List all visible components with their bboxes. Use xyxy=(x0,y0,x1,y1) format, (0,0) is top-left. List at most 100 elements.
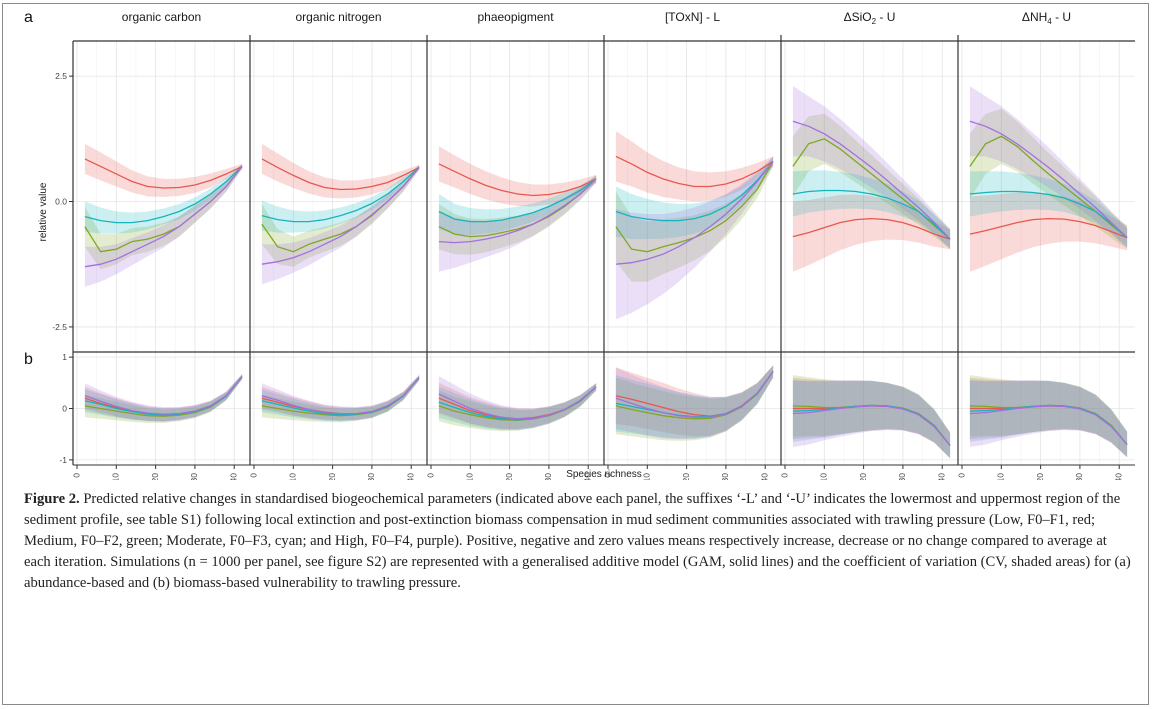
a-panel-5-marks xyxy=(969,86,1128,272)
row-label-b: b xyxy=(24,351,33,368)
ribbon-low xyxy=(615,365,774,437)
b-y-tick-label: 1 xyxy=(62,352,67,362)
line-moderate xyxy=(261,166,420,223)
ribbon-low xyxy=(615,131,774,202)
line-high xyxy=(438,178,597,244)
ribbon-low xyxy=(438,146,597,207)
a-panel-3-marks xyxy=(615,131,774,320)
x-tick-label: 20 xyxy=(504,473,514,480)
x-tick-label: 0 xyxy=(248,473,258,478)
a-panel-4-bg xyxy=(781,41,958,352)
line-high xyxy=(261,166,420,265)
line-low xyxy=(438,163,597,197)
ribbon-medium xyxy=(792,113,951,250)
ribbon-moderate xyxy=(438,175,597,236)
line-moderate xyxy=(615,160,774,222)
line-high xyxy=(969,120,1128,239)
ribbon-low xyxy=(969,192,1128,272)
panel-title-suffix: - U xyxy=(876,10,895,24)
panel-title: ΔSiO2 - U xyxy=(844,10,896,26)
ribbon-moderate xyxy=(792,170,951,249)
x-tick-label: 30 xyxy=(1074,473,1084,480)
x-tick-label: 20 xyxy=(681,473,691,480)
x-tick-label: 10 xyxy=(111,473,121,480)
a-panel-2-bg xyxy=(427,41,604,352)
x-tick-label: 40 xyxy=(1113,473,1123,480)
line-moderate xyxy=(969,190,1128,239)
line-low xyxy=(792,217,951,240)
figure-caption: Figure 2. Predicted relative changes in … xyxy=(24,489,1134,594)
line-low xyxy=(969,217,1128,239)
x-tick-label: 40 xyxy=(759,473,769,480)
panel-title-text: ΔNH xyxy=(1022,10,1047,24)
x-tick-label: 10 xyxy=(288,473,298,480)
b-panel-4-marks xyxy=(792,375,951,459)
a-panel-3-bg xyxy=(604,41,781,352)
ribbon-medium xyxy=(261,375,420,423)
x-tick-label: 20 xyxy=(327,473,337,480)
panel-title-text: [TOxN] - L xyxy=(665,10,720,24)
x-tick-label: 0 xyxy=(602,473,612,478)
ribbon-moderate xyxy=(792,380,951,459)
panel-title: ΔNH4 - U xyxy=(1022,10,1071,26)
line-high xyxy=(84,165,243,268)
x-axis-title: Species richness xyxy=(566,469,642,480)
ribbon-medium xyxy=(261,164,420,267)
ribbon-low xyxy=(84,143,243,197)
a-y-tick-label: -2.5 xyxy=(52,322,67,332)
b-panel-0-marks xyxy=(84,374,243,423)
x-tick-label: 10 xyxy=(996,473,1006,480)
x-tick-label: 10 xyxy=(819,473,829,480)
panel-title: organic nitrogen xyxy=(295,10,381,24)
x-tick-label: 30 xyxy=(720,473,730,480)
ribbon-medium xyxy=(84,163,243,270)
ribbon-moderate xyxy=(969,171,1128,247)
ribbon-low xyxy=(792,377,951,459)
line-moderate xyxy=(792,189,951,240)
ribbon-moderate xyxy=(969,380,1128,458)
ribbon-medium xyxy=(438,383,597,432)
x-tick-label: 40 xyxy=(936,473,946,480)
a-y-tick-label: 2.5 xyxy=(55,71,67,81)
ribbon-high xyxy=(969,380,1128,458)
ribbon-medium xyxy=(969,108,1128,249)
b-panel-3-marks xyxy=(615,365,774,441)
a-panel-4-marks xyxy=(792,86,951,272)
x-tick-label: 20 xyxy=(858,473,868,480)
x-tick-label: 0 xyxy=(956,473,966,478)
line-low xyxy=(615,155,774,188)
line-high xyxy=(969,405,1128,445)
line-moderate xyxy=(438,178,597,223)
b-panel-1-marks xyxy=(261,375,420,423)
x-tick-label: 10 xyxy=(465,473,475,480)
ribbon-medium xyxy=(969,375,1128,458)
x-tick-label: 20 xyxy=(150,473,160,480)
a-panel-2-marks xyxy=(438,146,597,272)
line-low xyxy=(84,158,243,189)
ribbon-moderate xyxy=(615,365,774,439)
ribbon-medium xyxy=(615,365,774,441)
line-high xyxy=(792,120,951,240)
line-low xyxy=(261,158,420,191)
line-high xyxy=(261,377,420,415)
ribbon-moderate xyxy=(261,165,420,233)
x-tick-label: 30 xyxy=(897,473,907,480)
line-moderate xyxy=(84,165,243,224)
x-tick-label: 30 xyxy=(189,473,199,480)
panel-title-subscript: 4 xyxy=(1047,17,1052,26)
x-tick-label: 20 xyxy=(1035,473,1045,480)
x-tick-label: 30 xyxy=(543,473,553,480)
x-tick-label: 30 xyxy=(366,473,376,480)
panel-title-suffix: - U xyxy=(1052,10,1071,24)
a-y-tick-label: 0.0 xyxy=(55,197,67,207)
x-tick-label: 40 xyxy=(582,473,592,480)
b-y-tick-label: 0 xyxy=(62,404,67,414)
caption-label: Figure 2. xyxy=(24,491,80,507)
panel-title-text: organic nitrogen xyxy=(295,10,381,24)
b-panel-2-marks xyxy=(438,376,597,432)
ribbon-moderate xyxy=(615,157,774,240)
line-high xyxy=(84,376,243,415)
ribbon-moderate xyxy=(438,383,597,431)
ribbon-moderate xyxy=(84,164,243,234)
x-tick-label: 0 xyxy=(425,473,435,478)
